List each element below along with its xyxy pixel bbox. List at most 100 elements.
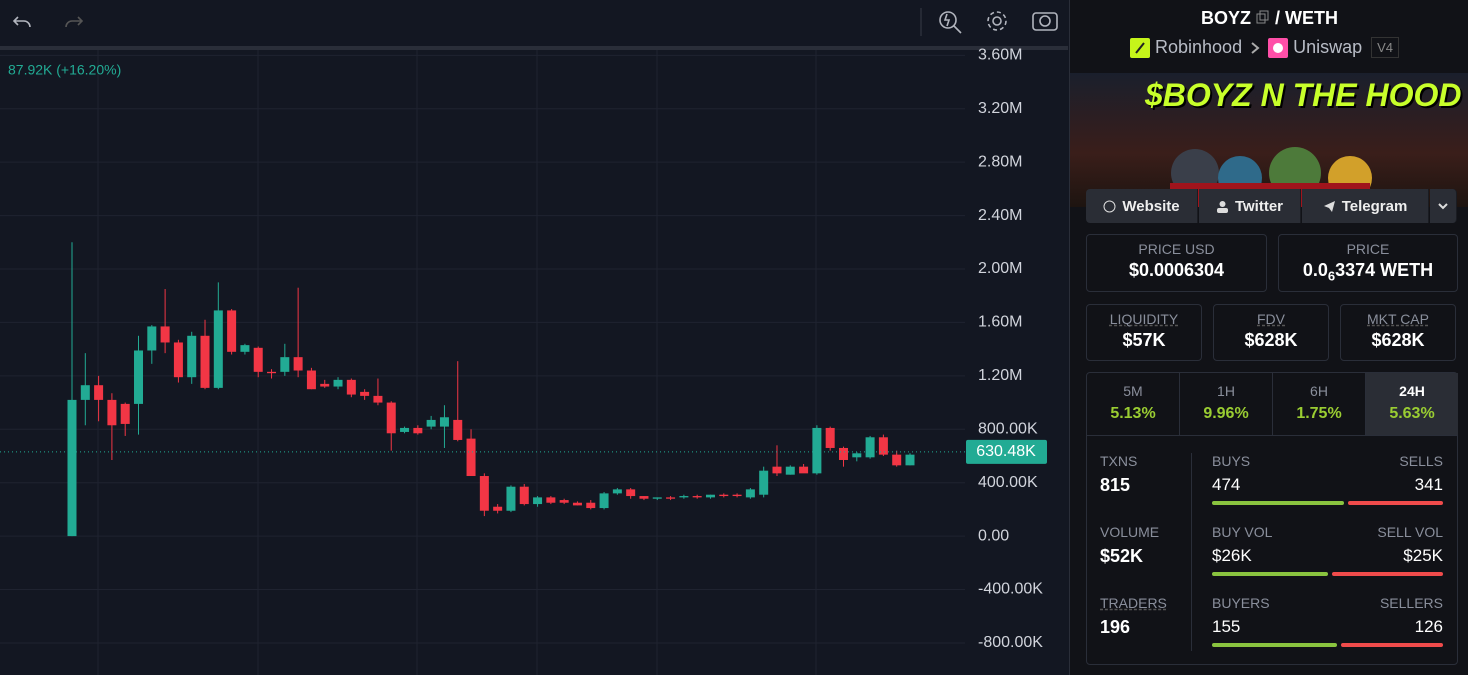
total-label: TRADERS	[1100, 595, 1167, 611]
timeframe-change: 5.63%	[1389, 405, 1435, 422]
banner-text: $BOYZ N THE HOOD	[1145, 77, 1462, 113]
candle-body	[413, 427, 423, 434]
split-right-value: $25K	[1403, 546, 1443, 565]
split-left-label: BUYS	[1212, 453, 1251, 469]
candle-body	[107, 399, 117, 426]
split-left-value: 474	[1212, 475, 1241, 494]
candle-body	[293, 357, 303, 371]
candle-body	[479, 476, 489, 511]
price-card: PRICE 0.063374 WETH	[1278, 234, 1458, 292]
value-prefix: 0.0	[1302, 260, 1328, 280]
candle-body	[306, 370, 316, 390]
candle-body	[280, 357, 290, 372]
timeframe-tab[interactable]: 6H 1.75%	[1273, 373, 1366, 435]
candle-body	[213, 310, 223, 388]
candle-body	[652, 497, 662, 499]
dex[interactable]: Uniswap	[1293, 37, 1363, 57]
candle-body	[187, 335, 197, 378]
chain[interactable]: Robinhood	[1155, 37, 1243, 57]
candle-body	[67, 399, 77, 537]
candle-body	[533, 497, 543, 505]
pair-title: BOYZ / WETH	[1070, 8, 1468, 29]
timeframe-tab[interactable]: 24H 5.63%	[1366, 373, 1458, 435]
screenshot-button[interactable]	[1032, 12, 1058, 31]
candle-body	[572, 502, 582, 506]
split-right-value: 341	[1414, 475, 1443, 494]
candle-body	[134, 350, 144, 404]
last-price-tag	[966, 439, 1047, 464]
total-value: $52K	[1100, 546, 1144, 566]
undo-button[interactable]	[12, 16, 31, 28]
candle-body	[439, 417, 449, 427]
y-tick-label: -800.00K	[978, 634, 1043, 651]
candle-body	[785, 466, 795, 475]
label: PRICE	[1346, 241, 1390, 257]
website-link[interactable]: Website	[1086, 189, 1198, 223]
total-value: 815	[1100, 475, 1131, 495]
candle-body	[732, 494, 742, 497]
candle-body	[373, 395, 383, 403]
candle-body	[386, 402, 396, 434]
copy-icon[interactable]	[1256, 10, 1270, 24]
split-left-value: 155	[1212, 617, 1241, 636]
candle-body	[692, 496, 702, 498]
telegram-link[interactable]: Telegram	[1302, 189, 1429, 223]
candle-body	[586, 502, 596, 509]
candle-body	[80, 385, 90, 400]
candle-body	[626, 489, 636, 497]
y-tick-label: 3.20M	[978, 100, 1022, 117]
stat-value: $57K	[1122, 330, 1166, 350]
candle-body	[173, 342, 183, 378]
y-tick-label: 1.20M	[978, 367, 1022, 384]
candle-body	[94, 385, 104, 400]
candle-body	[493, 506, 503, 511]
dex-icon	[1268, 37, 1289, 58]
value-suffix: 3374 WETH	[1335, 260, 1434, 280]
settings-button[interactable]	[987, 11, 1007, 31]
stat-card: FDV $628K	[1213, 304, 1329, 361]
candle-body	[333, 379, 343, 387]
candle-body	[825, 427, 835, 448]
chevron	[1251, 41, 1260, 54]
timeframe-label: 6H	[1310, 383, 1328, 399]
candle-body	[705, 494, 715, 498]
base-token: BOYZ	[1200, 8, 1251, 28]
link-label: Website	[1122, 197, 1180, 215]
candle-body	[426, 419, 436, 427]
timeframe-tab[interactable]: 1H 9.96%	[1180, 373, 1273, 435]
stat-value: $628K	[1244, 330, 1298, 350]
link-label: Twitter	[1234, 197, 1284, 215]
buy-bar	[1212, 643, 1338, 647]
redo-button[interactable]	[65, 16, 84, 28]
timeframe-label: 1H	[1217, 383, 1235, 399]
candle-body	[838, 447, 848, 460]
y-tick-label: 0.00	[978, 527, 1009, 544]
stat-label: MKT CAP	[1367, 311, 1429, 327]
value: $0.0006304	[1128, 260, 1225, 280]
more-links[interactable]	[1430, 189, 1457, 223]
candle-body	[320, 383, 330, 387]
y-tick-label: 2.80M	[978, 153, 1022, 170]
timeframe-change: 5.13%	[1110, 405, 1156, 422]
candle-body	[852, 453, 862, 458]
divider	[1191, 453, 1192, 651]
legend-text: 87.92K (+16.20%)	[8, 62, 121, 78]
y-tick-label: 400.00K	[978, 474, 1038, 491]
candle-body	[905, 454, 915, 466]
link-label: Telegram	[1341, 197, 1408, 215]
y-tick-label: 1.60M	[978, 314, 1022, 331]
candle-body	[878, 437, 888, 455]
twitter-link[interactable]: Twitter	[1199, 189, 1301, 223]
pair-panel: BOYZ / WETH Robinhood Uniswap V4 $BOYZ N…	[1069, 0, 1468, 675]
split-right-label: SELLS	[1399, 453, 1443, 469]
total-label: VOLUME	[1100, 524, 1160, 540]
replay-button[interactable]	[939, 11, 962, 34]
timeframe-tab[interactable]: 5M 5.13%	[1087, 373, 1180, 435]
stat-label: LIQUIDITY	[1109, 311, 1179, 327]
chain-icon	[1130, 37, 1150, 58]
split-left-value: $26K	[1212, 546, 1252, 565]
candle-body	[892, 454, 902, 466]
value-zeros: 6	[1327, 268, 1336, 284]
pair-separator: /	[1275, 8, 1281, 28]
